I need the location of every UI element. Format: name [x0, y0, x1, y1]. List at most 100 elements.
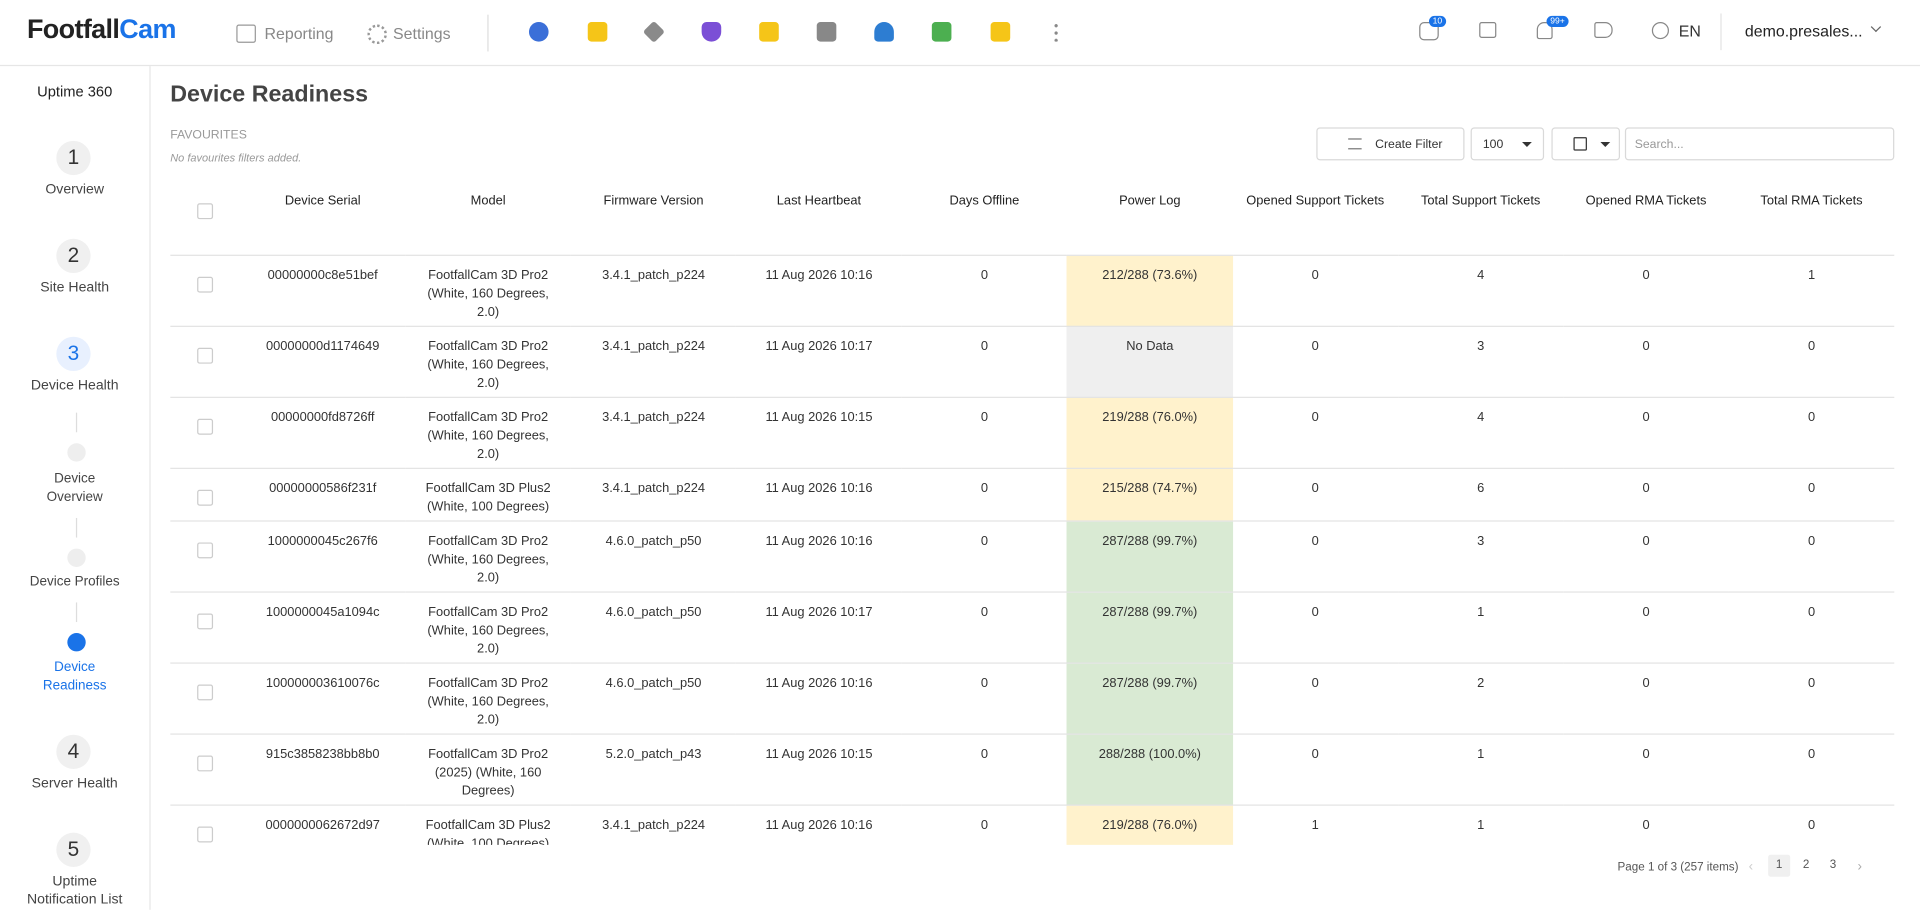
- globe-icon: [1651, 22, 1669, 40]
- table-cell: 0: [901, 468, 1068, 522]
- table-cell: 100000003610076c: [240, 663, 406, 735]
- app-icon[interactable]: [874, 22, 894, 42]
- nav-item[interactable]: Settings: [393, 24, 451, 43]
- prev[interactable]: ‹: [1748, 859, 1754, 875]
- substep-dot[interactable]: [67, 633, 86, 652]
- filter-icon: [1348, 138, 1362, 150]
- table-cell: 3.4.1_patch_p224: [570, 805, 737, 845]
- column-header: Firmware Version: [570, 183, 737, 256]
- app-icon[interactable]: [587, 22, 608, 42]
- table-cell: 11 Aug 2026 10:17: [736, 592, 902, 664]
- create-filter-button[interactable]: Create Filter: [1316, 127, 1465, 161]
- table-cell: 4.6.0_patch_p50: [570, 663, 737, 735]
- table-cell: 6: [1397, 468, 1564, 522]
- checkbox[interactable]: [197, 418, 214, 435]
- checkbox-cell: [170, 468, 241, 522]
- table-body: 00000000c8e51bef FootfallCam 3D Pro2 (Whi…: [170, 255, 1895, 845]
- checkbox-cell: [170, 255, 241, 327]
- table-cell: FootfallCam 3D Pro2 (2025) (White, 160 D…: [405, 734, 571, 806]
- table-cell: 0: [901, 326, 1068, 398]
- bell-icon[interactable]: [1536, 22, 1553, 40]
- checkbox-cell: [170, 805, 241, 845]
- substep-dot[interactable]: [67, 548, 86, 567]
- checkbox[interactable]: [197, 542, 214, 559]
- table-cell: 2: [1397, 663, 1564, 735]
- step-number[interactable]: 1: [56, 140, 91, 176]
- app-icon[interactable]: [701, 22, 722, 42]
- favourites-title: FAVOURITES: [170, 128, 247, 143]
- app-icon[interactable]: [642, 20, 665, 43]
- table-cell: 3.4.1_patch_p224: [570, 326, 737, 398]
- table-cell: 5.2.0_patch_p43: [570, 734, 737, 806]
- step-label: Site Health: [40, 280, 110, 296]
- checkbox[interactable]: [197, 613, 214, 630]
- table-row: 100000003610076c FootfallCam 3D Pro2 (Whi…: [170, 663, 1895, 735]
- table-cell: 4.6.0_patch_p50: [570, 592, 737, 664]
- export-button[interactable]: [1551, 127, 1621, 161]
- table-cell: 287/288 (99.7%): [1067, 663, 1233, 735]
- table-cell: 11 Aug 2026 10:17: [736, 326, 902, 398]
- divider: [487, 14, 489, 52]
- nav-item[interactable]: Reporting: [264, 24, 334, 43]
- column-header: Total Support Tickets: [1397, 183, 1564, 256]
- top-bar: FootfallCam Reporting Settings 10 99+ EN…: [0, 0, 1920, 67]
- step-number[interactable]: 3: [56, 336, 91, 372]
- next[interactable]: ›: [1857, 859, 1863, 875]
- table-cell: 1: [1397, 805, 1564, 845]
- button-label: Create Filter: [1375, 138, 1443, 152]
- checkbox[interactable]: [197, 276, 214, 293]
- column-header: Last Heartbeat: [736, 183, 902, 256]
- table-cell: 11 Aug 2026 10:16: [736, 521, 902, 593]
- checkbox[interactable]: [197, 755, 214, 772]
- table-cell: 1: [1397, 734, 1564, 806]
- app-icon[interactable]: [816, 22, 837, 42]
- checkbox[interactable]: [197, 684, 214, 701]
- table-cell: FootfallCam 3D Plus2 (White, 100 Degrees…: [405, 805, 571, 845]
- column-header: Opened Support Tickets: [1232, 183, 1398, 256]
- table-cell: 0: [1563, 326, 1729, 398]
- settings-icon: [367, 24, 387, 45]
- table-row: 0000000062672d97 FootfallCam 3D Plus2 (Wh…: [170, 805, 1895, 845]
- chat-icon[interactable]: [1479, 22, 1497, 38]
- table-cell: 219/288 (76.0%): [1067, 397, 1233, 469]
- logo-first: Footfall: [26, 13, 120, 45]
- search-input[interactable]: Search...: [1624, 127, 1895, 161]
- checkbox[interactable]: [197, 826, 214, 843]
- select-value: 100: [1482, 138, 1504, 152]
- logo[interactable]: FootfallCam: [26, 13, 177, 45]
- table-cell: 0: [901, 521, 1068, 593]
- user-menu[interactable]: demo.presales...: [1744, 22, 1863, 41]
- page-button[interactable]: 2: [1802, 858, 1810, 872]
- table-cell: 0: [1563, 255, 1729, 327]
- page-size-select[interactable]: 100: [1470, 127, 1545, 161]
- page-button[interactable]: 3: [1829, 858, 1837, 872]
- announce-icon[interactable]: [1594, 22, 1613, 38]
- page-button[interactable]: 1: [1768, 854, 1791, 877]
- step-number[interactable]: 2: [56, 238, 91, 274]
- table-cell: 0: [1563, 592, 1729, 664]
- app-icon[interactable]: [990, 22, 1011, 42]
- language[interactable]: EN: [1678, 22, 1701, 41]
- app-icon[interactable]: [528, 22, 549, 42]
- table-cell: 288/288 (100.0%): [1067, 734, 1233, 806]
- table-cell: 0: [1728, 468, 1895, 522]
- column-header: Power Log: [1067, 183, 1233, 256]
- more-icon[interactable]: [1054, 22, 1058, 42]
- app-icon[interactable]: [759, 22, 779, 42]
- table-cell: 4: [1397, 255, 1564, 327]
- substep-dot[interactable]: [67, 443, 86, 462]
- table-cell: 0: [1232, 326, 1398, 398]
- checkbox[interactable]: [197, 489, 214, 506]
- app-icon[interactable]: [931, 22, 952, 42]
- checkbox[interactable]: [197, 203, 214, 220]
- table-cell: 0: [1728, 734, 1895, 806]
- device-table: Device Serial Model Firmware Version Last H…: [170, 183, 1895, 845]
- table-cell: FootfallCam 3D Pro2 (White, 160 Degrees,…: [405, 592, 571, 664]
- checkbox[interactable]: [197, 347, 214, 364]
- table-cell: 0: [1232, 255, 1398, 327]
- table-cell: 3.4.1_patch_p224: [570, 255, 737, 327]
- step-number[interactable]: 4: [56, 734, 91, 769]
- table-cell: 0: [901, 592, 1068, 664]
- step-number[interactable]: 5: [56, 832, 91, 867]
- table-cell: 212/288 (73.6%): [1067, 255, 1233, 327]
